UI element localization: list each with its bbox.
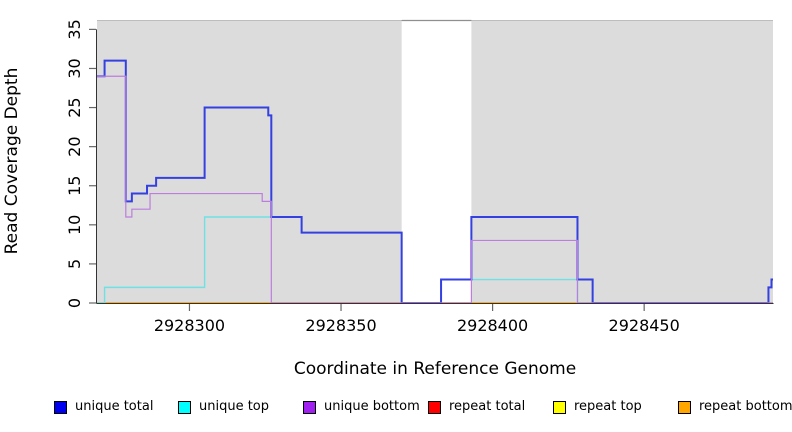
plot-background xyxy=(97,19,773,303)
legend-swatch-icon xyxy=(54,400,67,414)
repeat-region-band xyxy=(401,20,472,303)
legend-item-label: repeat total xyxy=(449,399,526,414)
x-tick-label: 2928400 xyxy=(457,316,528,335)
legend-item-unique-total: unique total xyxy=(54,398,153,416)
legend-item-label: unique top xyxy=(199,399,270,414)
y-axis-label: Read Coverage Depth xyxy=(2,68,22,255)
x-tick-label: 2928450 xyxy=(609,316,680,335)
legend-swatch-icon xyxy=(178,400,191,414)
y-tick-label: 5 xyxy=(65,259,84,269)
y-tick-label: 25 xyxy=(65,97,84,117)
axes xyxy=(89,28,774,311)
y-tick-label: 10 xyxy=(65,215,84,235)
legend-item-label: unique bottom xyxy=(324,399,420,414)
x-tick-label: 2928300 xyxy=(154,316,225,335)
legend-item-repeat-bottom: repeat bottom xyxy=(678,398,792,416)
y-tick-label: 20 xyxy=(65,136,84,156)
y-tick-label: 30 xyxy=(65,58,84,78)
legend-item-repeat-total: repeat total xyxy=(428,398,525,416)
legend: unique total unique top unique bottom repea… xyxy=(0,398,792,420)
y-tick-label: 35 xyxy=(65,19,84,39)
tick-labels: 2928300 2928350 2928400 2928450 0 5 10 15 20 25 30… xyxy=(65,19,680,335)
x-tick-label: 2928350 xyxy=(305,316,376,335)
legend-item-label: repeat bottom xyxy=(699,399,792,414)
legend-item-repeat-top: repeat top xyxy=(553,398,642,416)
y-tick-label: 0 xyxy=(65,298,84,308)
y-tick-label: 15 xyxy=(65,176,84,196)
series-line-unique-total xyxy=(97,59,773,304)
legend-swatch-icon xyxy=(678,400,691,414)
x-axis-label: Coordinate in Reference Genome xyxy=(294,359,576,379)
legend-item-unique-top: unique top xyxy=(178,398,269,416)
legend-swatch-icon xyxy=(303,400,316,414)
legend-swatch-icon xyxy=(553,400,566,414)
legend-item-label: repeat top xyxy=(574,399,642,414)
legend-item-label: unique total xyxy=(75,399,154,414)
series-line-unique-bottom xyxy=(97,75,773,304)
legend-item-unique-bottom: unique bottom xyxy=(303,398,420,416)
legend-swatch-icon xyxy=(428,400,441,414)
